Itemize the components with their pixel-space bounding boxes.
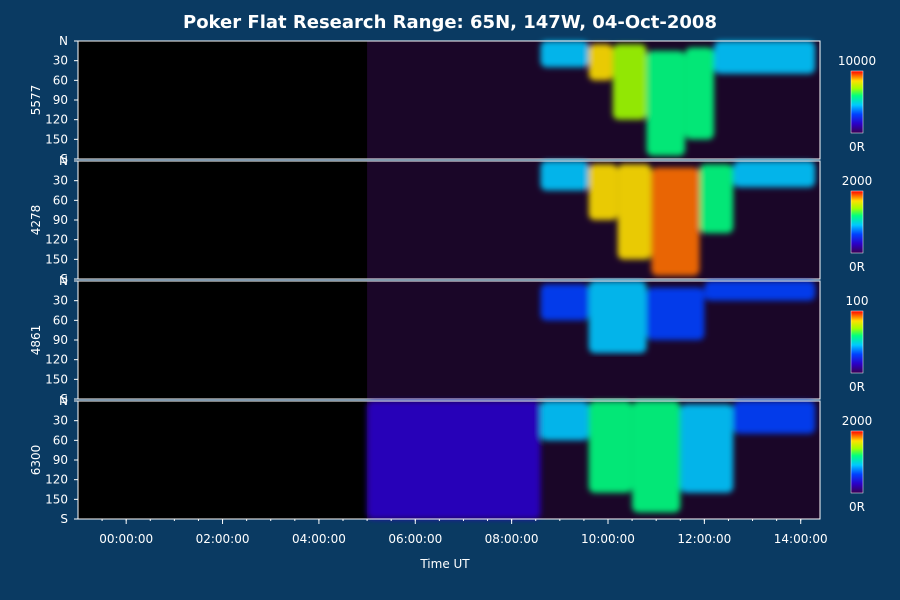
intensity-group (540, 161, 816, 276)
y-tick-label: 150 (45, 132, 68, 146)
intensity-mark (540, 41, 589, 68)
panel-label: 4861 (29, 325, 43, 356)
colorbar-min-label: 0R (849, 260, 865, 274)
colorbar (850, 430, 864, 494)
intensity-group (540, 41, 816, 156)
intensity-mark (680, 404, 734, 493)
x-axis-title: Time UT (419, 557, 470, 571)
intensity-group (367, 401, 816, 519)
y-tick-label: 60 (53, 313, 68, 327)
intensity-mark (733, 401, 816, 434)
y-tick-label: S (60, 512, 68, 526)
x-tick-label: 10:00:00 (581, 532, 635, 546)
panel-4278: N 30 60 90 120 150 S 4278 2000 0R (29, 154, 872, 286)
y-tick-label: N (59, 34, 68, 48)
colorbar-max-label: 10000 (838, 54, 876, 68)
y-tick-label: 90 (53, 453, 68, 467)
intensity-mark (646, 287, 705, 340)
y-tick-label: 90 (53, 213, 68, 227)
intensity-mark (714, 41, 816, 74)
y-tick-label: 30 (53, 174, 68, 188)
intensity-mark (540, 401, 589, 441)
x-tick-label: 06:00:00 (388, 532, 442, 546)
y-tick-label: 120 (45, 113, 68, 127)
colorbar-min-label: 0R (849, 140, 865, 154)
colorbar-max-label: 2000 (842, 414, 873, 428)
x-axis: 00:00:00 02:00:00 04:00:00 06:00:00 08:00:00… (99, 519, 828, 546)
intensity-mark (588, 281, 647, 354)
panels-layer: N 30 60 90 120 150 S 5577 10000 0R N 30 60 90 120 150 S 4… (29, 34, 876, 526)
intensity-mark (588, 44, 613, 81)
intensity-mark (733, 161, 816, 188)
intensity-mark (699, 164, 734, 234)
y-tick-label: 150 (45, 372, 68, 386)
colorbar-max-label: 2000 (842, 174, 873, 188)
y-tick-label: 120 (45, 353, 68, 367)
y-tick-label: 120 (45, 473, 68, 487)
intensity-mark (651, 167, 700, 276)
y-tick-label: S (60, 392, 68, 406)
x-tick-label: 08:00:00 (485, 532, 539, 546)
y-tick-label: 90 (53, 333, 68, 347)
intensity-mark (617, 164, 652, 260)
x-tick-label: 12:00:00 (677, 532, 731, 546)
colorbar (850, 310, 864, 374)
colorbar (850, 190, 864, 254)
x-tick-label: 00:00:00 (99, 532, 153, 546)
y-tick-label: 90 (53, 93, 68, 107)
colorbar-max-label: 100 (846, 294, 869, 308)
y-tick-label: 30 (53, 54, 68, 68)
panel-label: 6300 (29, 445, 43, 476)
panel-label: 5577 (29, 85, 43, 116)
y-tick-label: 30 (53, 294, 68, 308)
intensity-mark (704, 281, 816, 301)
intensity-mark (367, 401, 541, 519)
y-tick-label: S (60, 272, 68, 286)
y-tick-label: 60 (53, 193, 68, 207)
colorbar-min-label: 0R (849, 380, 865, 394)
chart-title: Poker Flat Research Range: 65N, 147W, 04… (183, 12, 717, 33)
y-tick-label: 60 (53, 73, 68, 87)
intensity-mark (540, 161, 589, 191)
panel-label: 4278 (29, 205, 43, 236)
intensity-mark (685, 47, 714, 140)
y-tick-label: 120 (45, 233, 68, 247)
colorbar (850, 70, 864, 134)
colorbar-min-label: 0R (849, 500, 865, 514)
y-tick-label: 60 (53, 433, 68, 447)
y-tick-label: 150 (45, 252, 68, 266)
x-tick-label: 04:00:00 (292, 532, 346, 546)
intensity-mark (612, 44, 647, 120)
y-tick-label: 30 (53, 414, 68, 428)
intensity-mark (632, 401, 681, 513)
panel-6300: N 30 60 90 120 150 S 6300 2000 0R (29, 394, 872, 526)
y-tick-label: N (59, 394, 68, 408)
intensity-mark (540, 284, 589, 321)
panel-4861: N 30 60 90 120 150 S 4861 100 0R (29, 274, 868, 406)
x-tick-label: 14:00:00 (774, 532, 828, 546)
y-tick-label: N (59, 154, 68, 168)
intensity-mark (588, 401, 633, 493)
intensity-group (540, 281, 816, 354)
y-tick-label: 150 (45, 492, 68, 506)
y-tick-label: N (59, 274, 68, 288)
intensity-mark (646, 50, 686, 156)
y-tick-label: S (60, 152, 68, 166)
intensity-mark (588, 164, 618, 220)
x-tick-label: 02:00:00 (196, 532, 250, 546)
panel-5577: N 30 60 90 120 150 S 5577 10000 0R (29, 34, 876, 166)
